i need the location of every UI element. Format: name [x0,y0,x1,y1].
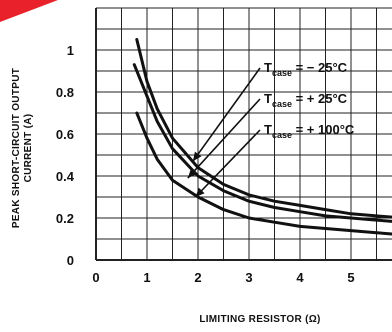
series-curves [132,38,392,236]
legend-arrow-head [187,168,197,179]
legend-arrow-line [187,98,261,179]
legend-subscript: case [272,130,292,140]
series-line-3 [135,111,392,236]
legend-subscript: case [272,99,292,109]
corner-mark-shape [0,0,58,22]
y-tick-label: 0.8 [56,85,74,100]
y-tick-label: 0 [67,253,74,268]
legend-value: = + 25°C [292,91,348,106]
series-line-1 [135,38,392,219]
legend-arrow-line [192,67,261,162]
grid-lines [95,7,392,261]
y-tick-label: 1 [67,43,74,58]
y-tick-label: 0.6 [56,127,74,142]
x-tick-label: 1 [143,270,150,285]
x-tick-label: 0 [92,270,99,285]
legend-arrow-head [195,187,205,197]
x-tick-label: 5 [347,270,354,285]
y-axis-title-line-2: CURRENT (A) [23,114,34,183]
y-axis-title-line-1: PEAK SHORT-CIRCUIT OUTPUT [11,68,22,228]
x-tick-label: 3 [245,270,252,285]
x-tick-label: 4 [296,270,304,285]
y-axis-title-group: PEAK SHORT-CIRCUIT OUTPUT CURRENT (A) [11,68,34,228]
legend-arrow-head [192,151,202,162]
tick-labels: 0 1 2 3 4 5 0 0.2 0.4 0.6 0.8 1 [56,43,355,285]
legend-arrow-line [194,129,261,198]
legend-label-3: Tcase = + 100°C [264,122,355,140]
x-axis-title: LIMITING RESISTOR (Ω) [199,314,320,325]
legend-subscript: case [272,68,292,78]
y-tick-label: 0.2 [56,211,74,226]
legend-label-2: Tcase = + 25°C [264,91,348,109]
legend-symbol: T [264,122,272,137]
legend-value: = − 25°C [292,60,348,75]
legend-symbol: T [264,60,272,75]
x-tick-label: 2 [194,270,201,285]
axis-titles: LIMITING RESISTOR (Ω) PEAK SHORT-CIRCUIT … [11,68,320,325]
legend-symbol: T [264,91,272,106]
series-line-2 [132,63,392,223]
legend-label-1: Tcase = − 25°C [264,60,348,78]
y-tick-label: 0.4 [56,169,75,184]
legend-value: = + 100°C [292,122,355,137]
